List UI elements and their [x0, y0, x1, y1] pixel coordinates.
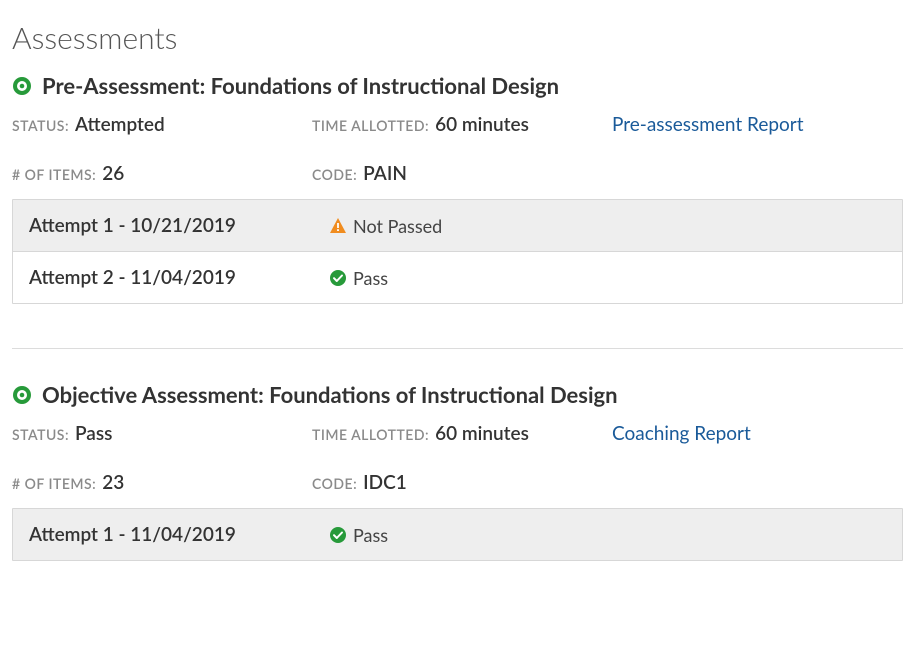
check-circle-icon — [329, 269, 347, 287]
attempt-result: Pass — [329, 267, 886, 289]
meta-code: CODE: IDC1 — [312, 471, 612, 494]
meta-value-time: 60 minutes — [435, 422, 529, 445]
attempt-label: Attempt 1 - 11/04/2019 — [29, 523, 329, 546]
attempt-row[interactable]: Attempt 2 - 11/04/2019 Pass — [13, 251, 902, 303]
attempts-list: Attempt 1 - 11/04/2019 Pass — [12, 508, 903, 561]
meta-label-status: STATUS: — [12, 426, 69, 443]
meta-time: TIME ALLOTTED: 60 minutes — [312, 113, 612, 136]
meta-label-time: TIME ALLOTTED: — [312, 426, 429, 443]
meta-status: STATUS: Attempted — [12, 113, 312, 136]
bullet-icon — [12, 76, 32, 96]
attempt-result-text: Pass — [353, 524, 388, 546]
meta-value-status: Pass — [75, 422, 112, 445]
meta-status: STATUS: Pass — [12, 422, 312, 445]
report-link[interactable]: Coaching Report — [612, 422, 751, 445]
section-divider — [12, 348, 903, 349]
attempt-label: Attempt 1 - 10/21/2019 — [29, 214, 329, 237]
meta-report: Coaching Report — [612, 422, 903, 445]
meta-label-items: # OF ITEMS: — [12, 166, 96, 183]
meta-time: TIME ALLOTTED: 60 minutes — [312, 422, 612, 445]
report-link[interactable]: Pre-assessment Report — [612, 113, 804, 136]
page-title: Assessments — [12, 20, 903, 56]
attempt-row[interactable]: Attempt 1 - 11/04/2019 Pass — [13, 509, 902, 560]
attempt-result: Not Passed — [329, 215, 886, 237]
attempt-result-text: Pass — [353, 267, 388, 289]
meta-value-time: 60 minutes — [435, 113, 529, 136]
meta-report: Pre-assessment Report — [612, 113, 903, 136]
check-circle-icon — [329, 526, 347, 544]
meta-value-items: 26 — [102, 162, 124, 185]
assessment-header: Pre-Assessment: Foundations of Instructi… — [12, 72, 903, 99]
warning-icon — [329, 217, 347, 235]
meta-label-status: STATUS: — [12, 117, 69, 134]
meta-value-items: 23 — [102, 471, 124, 494]
meta-value-code: IDC1 — [363, 471, 407, 494]
meta-value-code: PAIN — [363, 162, 407, 185]
attempt-result: Pass — [329, 524, 886, 546]
attempts-list: Attempt 1 - 10/21/2019 Not Passed Attemp… — [12, 199, 903, 304]
attempt-result-text: Not Passed — [353, 215, 442, 237]
meta-label-code: CODE: — [312, 475, 357, 492]
assessment-card: Pre-Assessment: Foundations of Instructi… — [12, 72, 903, 304]
attempt-row[interactable]: Attempt 1 - 10/21/2019 Not Passed — [13, 200, 902, 251]
attempt-label: Attempt 2 - 11/04/2019 — [29, 266, 329, 289]
meta-items: # OF ITEMS: 23 — [12, 471, 312, 494]
assessment-meta: STATUS: Attempted TIME ALLOTTED: 60 minu… — [12, 113, 903, 185]
meta-label-items: # OF ITEMS: — [12, 475, 96, 492]
meta-label-code: CODE: — [312, 166, 357, 183]
assessment-header: Objective Assessment: Foundations of Ins… — [12, 381, 903, 408]
bullet-icon — [12, 385, 32, 405]
assessment-title: Pre-Assessment: Foundations of Instructi… — [42, 72, 559, 99]
assessment-title: Objective Assessment: Foundations of Ins… — [42, 381, 618, 408]
assessment-meta: STATUS: Pass TIME ALLOTTED: 60 minutes C… — [12, 422, 903, 494]
assessment-card: Objective Assessment: Foundations of Ins… — [12, 381, 903, 561]
meta-label-time: TIME ALLOTTED: — [312, 117, 429, 134]
meta-items: # OF ITEMS: 26 — [12, 162, 312, 185]
meta-value-status: Attempted — [75, 113, 165, 136]
meta-code: CODE: PAIN — [312, 162, 612, 185]
